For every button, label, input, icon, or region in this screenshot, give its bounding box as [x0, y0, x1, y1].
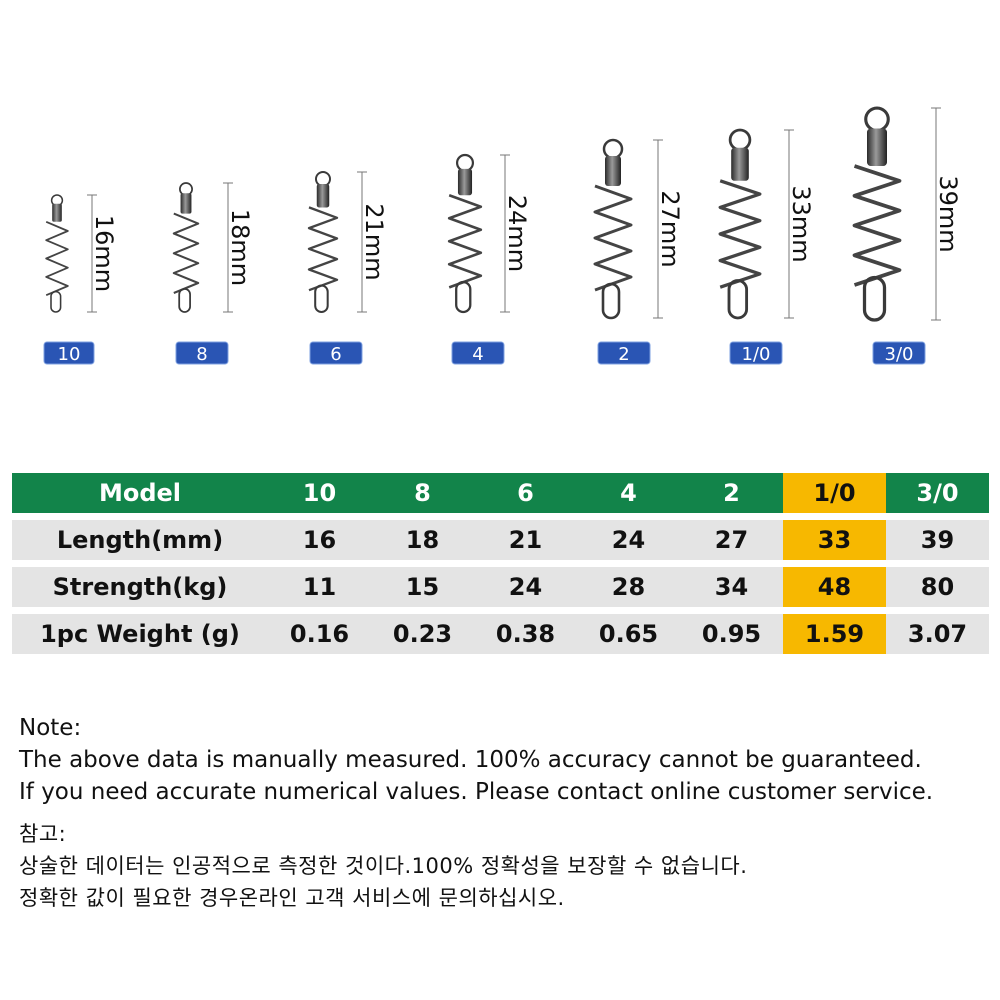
table-cell: 1.59 — [783, 614, 886, 654]
swivel-coil — [447, 193, 483, 289]
table-cell: 0.95 — [680, 614, 783, 654]
table-cell: 15 — [371, 567, 474, 607]
swivel-barrel — [457, 168, 473, 196]
model-badge-label: 6 — [330, 344, 341, 365]
swivel-barrel — [867, 128, 887, 166]
table-cell: 39 — [886, 520, 989, 560]
swivel-ring — [864, 106, 890, 133]
dimension-label: 21mm — [360, 203, 388, 280]
swivel-barrel — [180, 193, 192, 214]
row-label: Length(mm) — [12, 520, 268, 560]
table-cell: 80 — [886, 567, 989, 607]
dimension-label: 33mm — [787, 185, 815, 262]
table-cell: 4 — [577, 473, 680, 513]
swivel-snap — [727, 279, 749, 320]
table-cell: 18 — [371, 520, 474, 560]
table-cell: 28 — [577, 567, 680, 607]
model-badge-label: 3/0 — [885, 344, 914, 365]
swivel-ring — [728, 128, 752, 152]
swivel-snap — [601, 282, 621, 320]
model-badge — [43, 341, 95, 365]
table-row: 1pc Weight (g) 0.16 0.23 0.38 0.65 0.95 1.59 3.… — [12, 614, 989, 654]
swivel-snap — [862, 275, 887, 322]
swivel-coil — [718, 179, 762, 289]
note-line-en-1: The above data is manually measured. 100… — [19, 747, 922, 773]
swivel-barrel — [605, 156, 621, 186]
dimension-label: 18mm — [226, 209, 254, 286]
note-line-en-2: If you need accurate numerical values. P… — [19, 779, 934, 805]
table-cell: 27 — [680, 520, 783, 560]
table-cell: 24 — [474, 567, 577, 607]
table-cell: 0.23 — [371, 614, 474, 654]
swivel-snap — [178, 287, 191, 313]
table-cell: 24 — [577, 520, 680, 560]
table-cell: 8 — [371, 473, 474, 513]
table-cell: 10 — [268, 473, 371, 513]
table-cell: 1/0 — [783, 473, 886, 513]
model-badge — [451, 341, 505, 365]
notes-section: Note: The above data is manually measure… — [19, 712, 989, 914]
model-badge — [175, 341, 229, 365]
note-title-en: Note: — [19, 715, 82, 741]
swivel-ring — [315, 171, 331, 188]
table-cell: 34 — [680, 567, 783, 607]
table-cell: 48 — [783, 567, 886, 607]
swivel-coil — [172, 212, 200, 294]
table-cell: 0.38 — [474, 614, 577, 654]
table-cell: 33 — [783, 520, 886, 560]
row-label: Strength(kg) — [12, 567, 268, 607]
row-label: 1pc Weight (g) — [12, 614, 268, 654]
model-badge-label: 2 — [618, 344, 629, 365]
swivel-coil — [307, 206, 339, 292]
swivel-ring — [455, 153, 475, 172]
model-badge — [872, 341, 926, 365]
swivel-images: 16mm 10 18mm 8 21mm 6 24mm 4 27mm 2 33mm 1/0 39mm 3/0 — [43, 106, 962, 365]
model-badge-label: 8 — [196, 344, 207, 365]
swivel-ring — [602, 138, 624, 160]
table-cell: 11 — [268, 567, 371, 607]
table-cell: 3.07 — [886, 614, 989, 654]
table-cell: 2 — [680, 473, 783, 513]
dimension-label: 16mm — [90, 215, 118, 292]
table-header-row: Model 10 8 6 4 2 1/0 3/0 — [12, 473, 989, 513]
note-line-kr-1: 상술한 데이터는 인공적으로 측정한 것이다.100% 정확성을 보장할 수 없… — [19, 854, 748, 878]
table-row: Length(mm) 16 18 21 24 27 33 39 — [12, 520, 989, 560]
swivel-barrel — [316, 184, 330, 208]
swivel-snap — [314, 284, 329, 314]
dimension-label: 39mm — [934, 175, 962, 252]
swivel-snap — [50, 290, 62, 313]
table-cell: 6 — [474, 473, 577, 513]
model-badge-label: 1/0 — [742, 344, 771, 365]
model-badge — [309, 341, 363, 365]
table-row: Strength(kg) 11 15 24 28 34 48 80 — [12, 567, 989, 607]
table-cell: 0.65 — [577, 614, 680, 654]
table-cell: 3/0 — [886, 473, 989, 513]
swivel-barrel — [731, 147, 749, 181]
swivel-snap — [455, 280, 472, 314]
swivel-barrel — [52, 203, 62, 222]
note-line-kr-2: 정확한 값이 필요한 경우온라인 고객 서비스에 문의하십시오. — [19, 886, 565, 910]
row-label: Model — [12, 473, 268, 513]
model-badge — [729, 341, 783, 365]
table-cell: 16 — [268, 520, 371, 560]
swivel-coil — [593, 184, 633, 292]
dimension-label: 27mm — [656, 190, 684, 267]
note-title-kr: 참고: — [19, 822, 67, 846]
model-badge-label: 10 — [58, 344, 81, 365]
table-cell: 0.16 — [268, 614, 371, 654]
dimension-label: 24mm — [503, 195, 531, 272]
spec-table: Model 10 8 6 4 2 1/0 3/0 Length(mm) 16 18 21 24 27 33 3… — [12, 466, 989, 661]
model-badge — [597, 341, 651, 365]
product-images: 16mm 10 18mm 8 21mm 6 24mm 4 27mm 2 33mm 1/0 39mm 3/0 — [0, 0, 1000, 380]
swivel-coil — [852, 164, 902, 287]
model-badge-label: 4 — [472, 344, 483, 365]
swivel-coil — [45, 220, 69, 297]
table-cell: 21 — [474, 520, 577, 560]
